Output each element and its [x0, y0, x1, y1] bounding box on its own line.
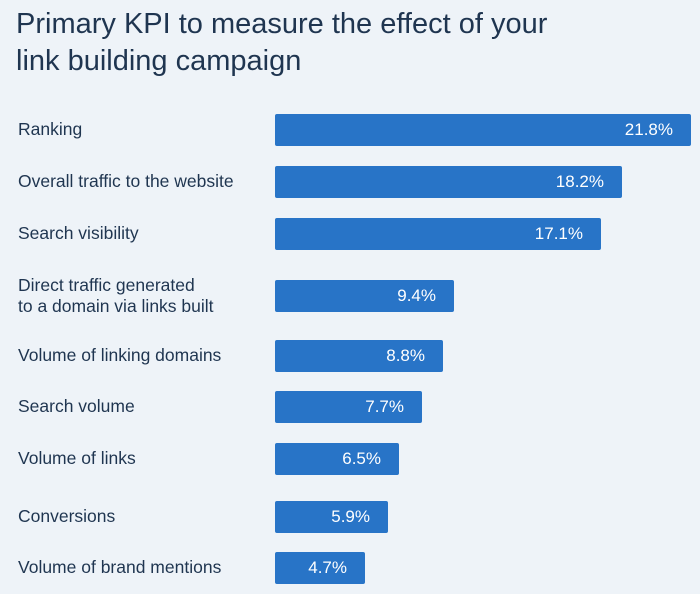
- bar: [275, 340, 443, 372]
- bar-value-label: 8.8%: [386, 346, 425, 365]
- category-label: Conversions: [18, 506, 116, 526]
- bar: [275, 501, 388, 533]
- bar-value-label: 18.2%: [555, 172, 604, 191]
- bar: [275, 218, 601, 250]
- bar: [275, 443, 399, 475]
- bar-value-label: 6.5%: [342, 449, 381, 468]
- bar-value-label: 7.7%: [365, 397, 404, 416]
- bar-value-label: 17.1%: [534, 224, 583, 243]
- bar: [275, 552, 365, 584]
- bar-value-label: 5.9%: [331, 507, 370, 526]
- category-label: Ranking: [18, 119, 83, 139]
- bar: [275, 114, 691, 146]
- bar: [275, 166, 622, 198]
- bar-value-label: 21.8%: [624, 120, 673, 139]
- bar: [275, 391, 422, 423]
- category-label: Volume of linking domains: [18, 345, 222, 365]
- category-label: Volume of links: [18, 448, 136, 468]
- chart-title: Primary KPI to measure the effect of you…: [16, 8, 548, 77]
- category-label: Search visibility: [18, 223, 139, 243]
- bar: [275, 280, 454, 312]
- bar-value-label: 4.7%: [308, 558, 347, 577]
- bar-value-label: 9.4%: [397, 286, 436, 305]
- category-label: Volume of brand mentions: [18, 557, 222, 577]
- category-label: Overall traffic to the website: [18, 171, 234, 191]
- category-label: Search volume: [18, 396, 135, 416]
- category-label: Direct traffic generated to a domain via…: [18, 275, 214, 316]
